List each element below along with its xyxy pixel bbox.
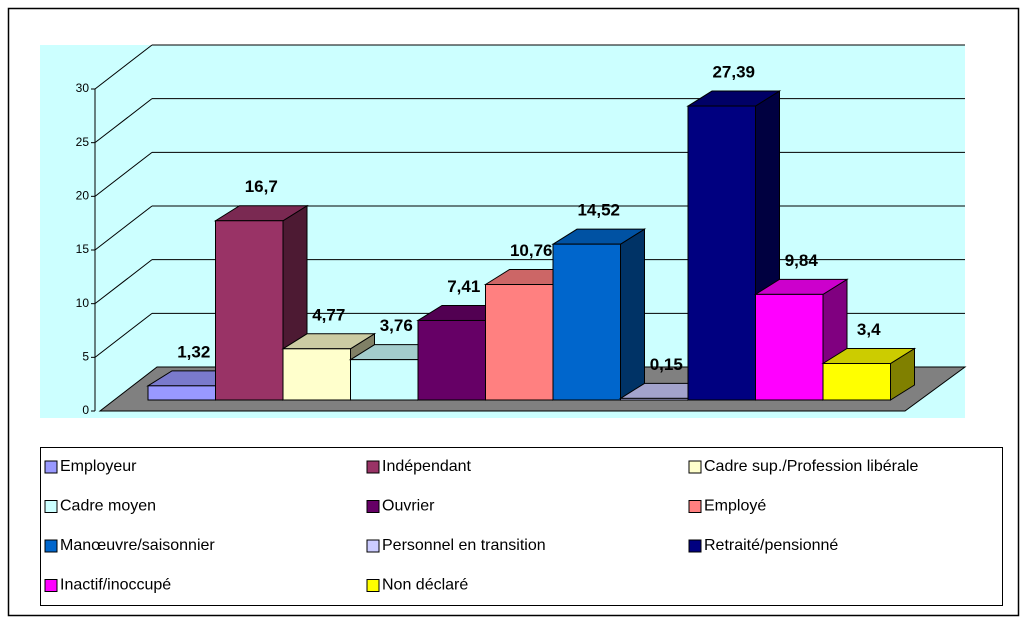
legend-label: Cadre moyen [60, 498, 156, 515]
value-label: 4,77 [312, 305, 345, 324]
legend-label: Ouvrier [382, 498, 435, 515]
legend-swatch [366, 579, 380, 592]
legend-swatch [44, 579, 58, 592]
bar [822, 363, 891, 401]
grid-line [94, 151, 153, 197]
y-tick-label: 20 [76, 189, 90, 203]
legend-swatch [366, 500, 380, 513]
bar [687, 105, 756, 401]
grid-line [94, 312, 153, 358]
bar-side [620, 228, 645, 401]
value-label: 9,84 [785, 251, 819, 270]
legend-swatch [366, 539, 380, 553]
bar [620, 397, 689, 401]
value-label: 7,41 [447, 277, 480, 296]
legend-label: Retraité/pensionné [704, 537, 838, 554]
grid-line [94, 205, 153, 251]
value-label: 14,52 [577, 201, 620, 220]
value-label: 3,76 [380, 316, 413, 335]
legend-swatch [44, 500, 58, 513]
value-label: 3,4 [857, 320, 881, 339]
value-label: 16,7 [245, 177, 278, 196]
y-tick-label: 25 [76, 135, 90, 149]
legend-box [40, 447, 1003, 606]
bar [282, 348, 351, 401]
bar [485, 284, 554, 401]
value-label: 0,15 [650, 355, 683, 374]
y-tick-label: 10 [76, 296, 90, 310]
y-tick-label: 30 [76, 81, 90, 95]
legend-label: Indépendant [382, 458, 472, 475]
legend-label: Personnel en transition [382, 537, 546, 554]
bar [417, 319, 486, 401]
bar [755, 293, 824, 401]
bar [350, 359, 419, 401]
legend-swatch [688, 500, 702, 513]
bar [552, 243, 621, 401]
value-label: 1,32 [177, 342, 210, 361]
y-tick-label: 15 [76, 242, 90, 256]
legend-swatch [688, 460, 702, 474]
legend-label: Manœuvre/saisonnier [60, 537, 215, 554]
value-label: 10,76 [510, 241, 553, 260]
legend-swatch [688, 539, 702, 553]
legend-label: Non déclaré [382, 577, 468, 594]
legend-swatch [44, 539, 58, 553]
grid-line [94, 259, 153, 305]
legend-label: Cadre sup./Profession libérale [704, 458, 918, 475]
legend-swatch [44, 460, 58, 474]
y-tick-label: 5 [82, 350, 89, 364]
grid-line [94, 98, 153, 144]
value-label: 27,39 [712, 62, 755, 81]
bar [215, 220, 284, 401]
legend-label: Employé [704, 498, 766, 515]
legend-label: Employeur [60, 458, 137, 475]
bar [147, 385, 216, 401]
grid-line [94, 44, 153, 90]
legend-label: Inactif/inoccupé [60, 577, 171, 594]
y-tick-label: 0 [82, 403, 89, 417]
legend-swatch [366, 460, 380, 474]
